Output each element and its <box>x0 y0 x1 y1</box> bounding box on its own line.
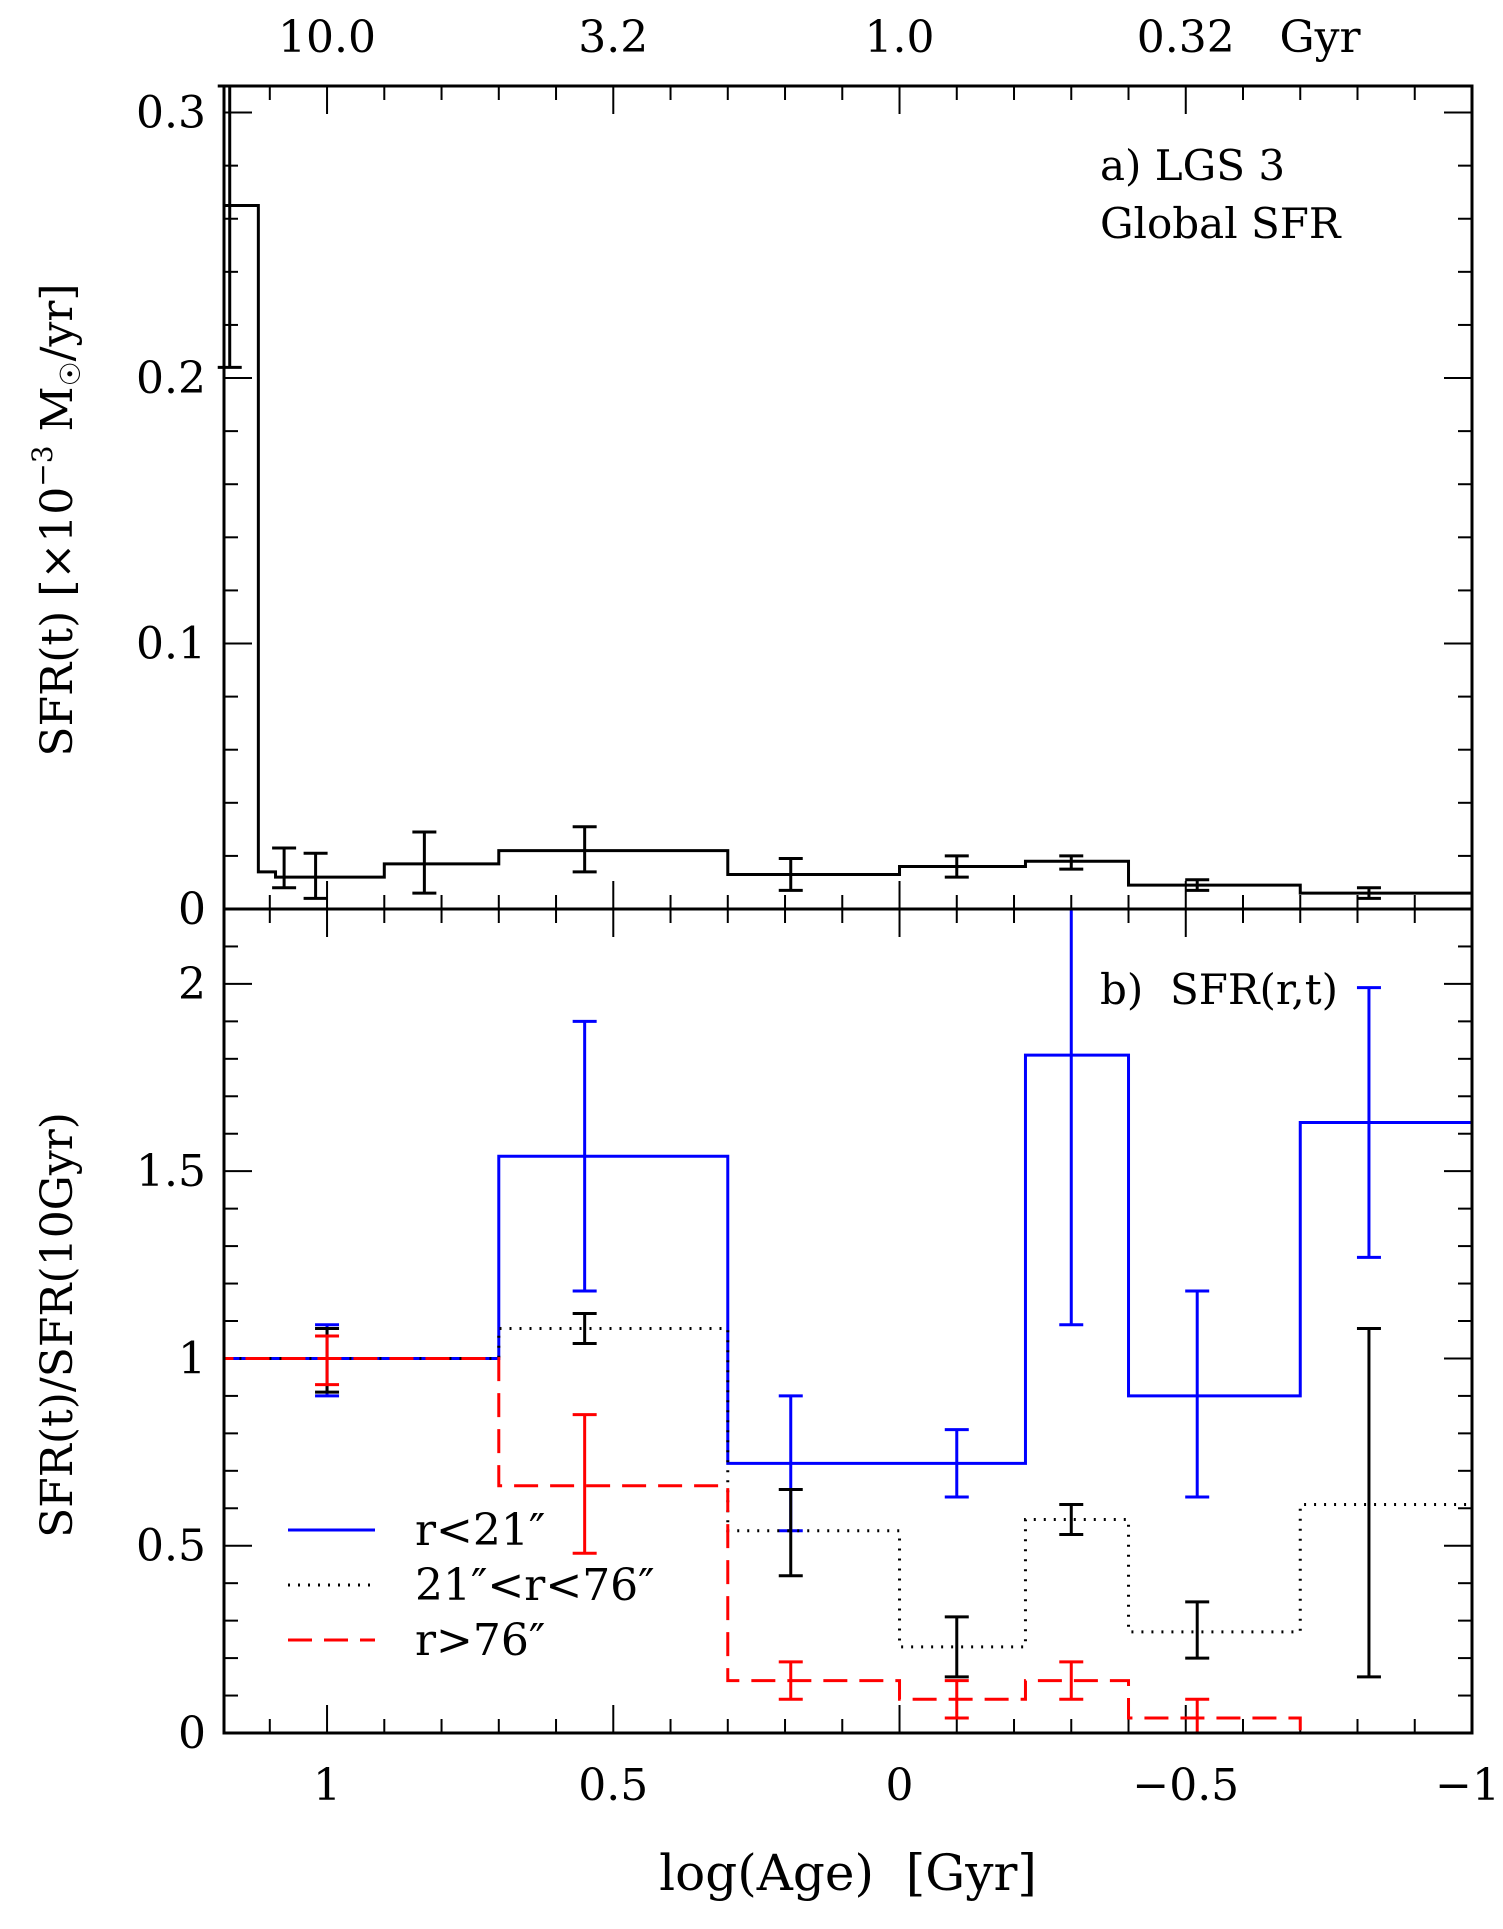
panel-b-series-line-0 <box>222 1053 1474 1733</box>
panel-b-xtick-label: −0.5 <box>1132 1760 1239 1811</box>
panel-b-errorbar <box>778 1660 803 1701</box>
panel-b-errorbar <box>315 1334 340 1387</box>
panel-b-errorbar <box>1185 1289 1210 1499</box>
top-axis-label: 0.32 <box>1137 12 1235 63</box>
panel-a-errorbar <box>303 851 328 900</box>
panel-a-series-line-0 <box>222 203 1474 909</box>
panel-b-ylabel: SFR(t)/SFR(10Gyr) <box>32 1112 83 1538</box>
panel-b-ticks <box>224 908 1473 1734</box>
panel-a-series <box>217 84 1474 909</box>
panel-b-errorbar <box>944 1679 969 1720</box>
top-axis-label: 3.2 <box>578 12 648 63</box>
panel-b-ytick-label: 0 <box>178 1708 206 1759</box>
panel-b-errorbar <box>944 1615 969 1679</box>
panel-b-ytick-label: 2 <box>178 959 206 1010</box>
panel-b-errorbar <box>1185 1697 1210 1735</box>
panel-b-xtick-label: −1 <box>1435 1760 1500 1811</box>
panel-b-ytick-label: 1.5 <box>136 1146 206 1197</box>
panel-a-ytick-label: 0.1 <box>136 619 206 670</box>
legend-label: r<21″ <box>415 1505 545 1556</box>
panel-a-ylabel: SFR(t) [×10−3 M☉/yr] <box>26 283 87 756</box>
panel-a-errorbar <box>1356 886 1381 900</box>
panel-a-errorbar <box>1185 878 1210 892</box>
panel-b-errorbar <box>1356 986 1381 1259</box>
panel-b-errorbar <box>1356 1326 1381 1679</box>
panel-b-series-line-1 <box>222 1326 1474 1733</box>
panel-b-errorbar <box>1185 1600 1210 1660</box>
panel-a-ytick-label: 0.2 <box>136 353 206 404</box>
panel-b-ytick-label: 0.5 <box>136 1521 206 1572</box>
panel-b-errorbar <box>572 1019 597 1293</box>
panel-a-errorbar <box>412 830 437 895</box>
panel-b: 0 0.5 1 1.5 2 1 0.5 0 −0.5 −1 b) SFR(r,t) SFR(t)… <box>32 907 1500 1902</box>
panel-a-errorbar <box>272 846 297 890</box>
panel-b-title: b) SFR(r,t) <box>1100 965 1338 1014</box>
panel-b-errorbar <box>944 1428 969 1499</box>
legend-label: r>76″ <box>415 1615 545 1666</box>
legend: r<21″21″<r<76″r>76″ <box>288 1505 655 1666</box>
panel-a: 0 0.1 0.2 0.3 a) LGS 3 Global SFR SFR(t) [×… <box>26 84 1474 935</box>
panel-b-ytick-labels: 0 0.5 1 1.5 2 <box>136 959 206 1759</box>
panel-b-series <box>222 907 1474 1735</box>
panel-a-errorbar <box>217 84 242 369</box>
panel-a-ytick-label: 0 <box>178 884 206 935</box>
panel-b-errorbar <box>1059 1660 1084 1701</box>
panel-b-series-line-2 <box>222 1356 1472 1735</box>
panel-a-errorbar <box>1059 854 1084 871</box>
panel-a-ticks <box>224 86 1473 910</box>
panel-a-ytick-label: 0.3 <box>136 88 206 139</box>
panel-b-xtick-labels: 1 0.5 0 −0.5 −1 <box>313 1760 1500 1811</box>
panel-b-errorbar <box>572 1312 597 1345</box>
ylabel-exp: −3 <box>26 445 59 486</box>
panel-a-errorbar <box>572 825 597 874</box>
ylabel-unit: M <box>32 386 83 445</box>
top-axis-label: 1.0 <box>865 12 935 63</box>
panel-a-errorbar <box>944 854 969 879</box>
panel-a-title: a) LGS 3 <box>1100 141 1285 190</box>
panel-b-frame <box>222 907 1474 1735</box>
panel-b-errorbar <box>1059 1503 1084 1536</box>
panel-b-ytick-label: 1 <box>178 1333 206 1384</box>
panel-b-xtick-label: 0 <box>886 1760 914 1811</box>
ylabel-main: SFR(t) [×10 <box>32 487 83 757</box>
panel-a-subtitle: Global SFR <box>1100 199 1342 248</box>
top-axis: 10.0 3.2 1.0 0.32 <box>278 12 1235 63</box>
top-axis-label: 10.0 <box>278 12 376 63</box>
legend-label: 21″<r<76″ <box>415 1560 655 1611</box>
panel-a-errorbar <box>778 857 803 892</box>
panel-b-xlabel: log(Age) [Gyr] <box>659 1844 1037 1902</box>
panel-b-xtick-label: 1 <box>313 1760 341 1811</box>
panel-b-errorbar <box>778 1488 803 1578</box>
panel-b-errorbar <box>572 1413 597 1555</box>
panel-b-errorbar <box>1059 907 1084 1327</box>
panel-a-ytick-labels: 0 0.1 0.2 0.3 <box>136 88 206 935</box>
top-axis-unit: Gyr <box>1279 12 1361 63</box>
panel-b-xtick-label: 0.5 <box>578 1760 648 1811</box>
ylabel-sun: ☉ <box>54 361 87 386</box>
ylabel-tail: /yr] <box>32 283 83 361</box>
